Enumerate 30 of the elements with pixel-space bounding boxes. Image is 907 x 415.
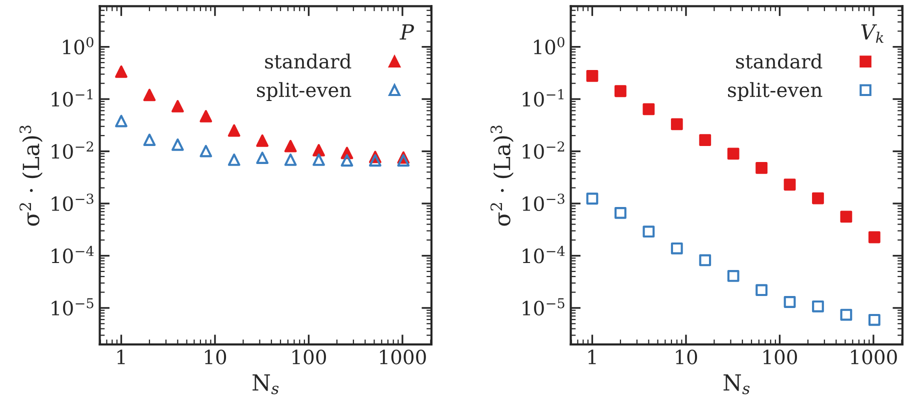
legend-label: split-even	[728, 82, 822, 101]
x-tick-label: 1	[117, 350, 125, 364]
y-tick-label: 10$^{−3}$	[52, 194, 94, 212]
legend-label: standard	[736, 54, 822, 69]
legend-title: P	[400, 24, 414, 40]
x-tick-label: 10	[676, 350, 698, 364]
x-tick-label: 100	[764, 350, 797, 364]
y-tick-label: 10$^{0}$	[63, 36, 94, 54]
x-axis-title: N$_{s}$	[252, 374, 279, 394]
legend-title: V$_{k}$	[861, 24, 884, 43]
y-axis-title: σ$^{2}$ · (La)$^{3}$	[490, 126, 514, 226]
y-tick-label: 10$^{−4}$	[52, 246, 94, 264]
x-tick-label: 10	[204, 350, 226, 364]
y-tick-label: 10$^{0}$	[534, 36, 564, 54]
legend-label: split-even	[257, 82, 352, 101]
x-tick-label: 1	[588, 350, 596, 364]
y-tick-label: 10$^{−2}$	[522, 141, 564, 159]
x-tick-label: 1000	[851, 350, 897, 364]
y-tick-label: 10$^{−2}$	[52, 141, 94, 159]
legend-label: standard	[265, 54, 352, 69]
y-tick-label: 10$^{−5}$	[52, 298, 94, 316]
y-tick-label: 10$^{−3}$	[522, 194, 564, 212]
x-axis-title: N$_{s}$	[724, 374, 750, 394]
y-axis-title: σ$^{2}$ · (La)$^{3}$	[19, 126, 43, 226]
y-tick-label: 10$^{−4}$	[522, 246, 565, 264]
y-tick-label: 10$^{−1}$	[522, 89, 564, 107]
x-tick-label: 100	[292, 350, 326, 364]
y-tick-label: 10$^{−5}$	[522, 298, 564, 316]
x-tick-label: 1000	[380, 350, 426, 364]
y-tick-label: 10$^{−1}$	[52, 89, 92, 107]
